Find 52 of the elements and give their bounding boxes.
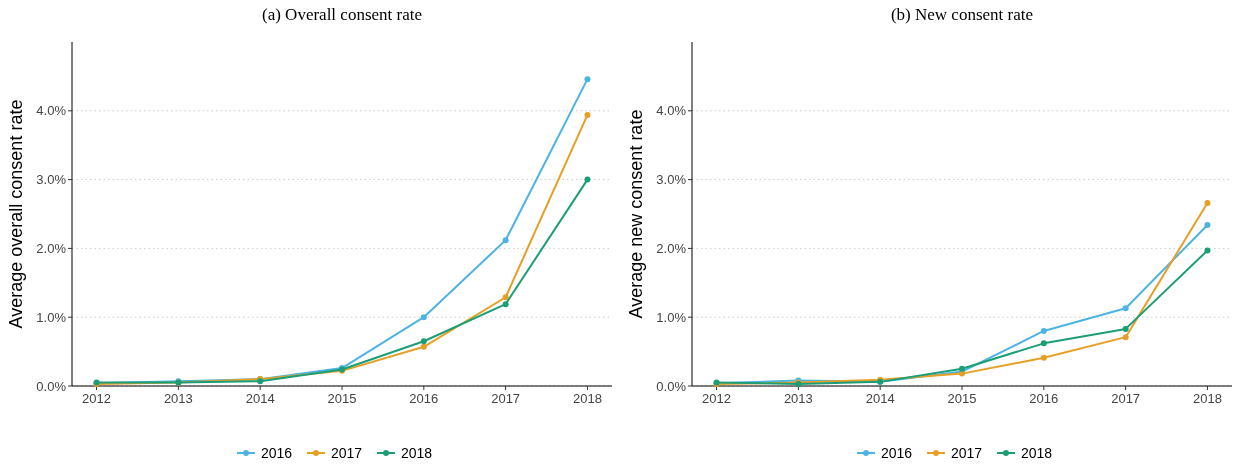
- y-tick-label: 2.0%: [656, 240, 687, 256]
- chart-title: (a) Overall consent rate: [262, 5, 422, 24]
- y-tick-label: 0.0%: [36, 378, 67, 394]
- x-tick-label: 2012: [82, 391, 112, 406]
- x-tick-label: 2015: [327, 391, 357, 406]
- point: [584, 76, 591, 83]
- point: [502, 294, 509, 301]
- point: [1122, 334, 1129, 341]
- x-tick-label: 2016: [409, 391, 439, 406]
- point: [1040, 354, 1047, 361]
- point: [1204, 247, 1211, 254]
- point: [502, 237, 509, 244]
- y-tick-label: 3.0%: [36, 172, 67, 188]
- point: [420, 343, 427, 350]
- x-tick-label: 2013: [163, 391, 193, 406]
- x-tick-label: 2016: [1029, 391, 1059, 406]
- x-tick-label: 2018: [572, 391, 602, 406]
- legend-label: 2018: [1021, 444, 1053, 461]
- y-tick-label: 0.0%: [656, 378, 687, 394]
- y-tick-label: 2.0%: [36, 240, 67, 256]
- point: [1122, 305, 1129, 312]
- point: [1204, 199, 1211, 206]
- legend-label: 2016: [881, 444, 913, 461]
- x-tick-label: 2012: [702, 391, 732, 406]
- y-tick-label: 3.0%: [656, 172, 687, 188]
- y-tick-label: 4.0%: [656, 103, 687, 119]
- legend-label: 2017: [331, 444, 363, 461]
- x-tick-label: 2018: [1192, 391, 1222, 406]
- x-tick-label: 2013: [783, 391, 813, 406]
- y-tick-label: 1.0%: [656, 309, 687, 325]
- x-tick-label: 2014: [245, 391, 275, 406]
- point: [1204, 222, 1211, 229]
- legend-label: 2017: [951, 444, 983, 461]
- x-tick-label: 2014: [865, 391, 895, 406]
- y-axis-title: Average new consent rate: [626, 109, 646, 319]
- legend-label: 2018: [401, 444, 433, 461]
- point: [1040, 340, 1047, 347]
- chart-title: (b) New consent rate: [890, 5, 1034, 24]
- point: [1122, 325, 1129, 332]
- point: [502, 301, 509, 308]
- point: [420, 314, 427, 321]
- x-tick-label: 2015: [947, 391, 977, 406]
- point: [1040, 327, 1047, 334]
- point: [584, 111, 591, 118]
- point: [420, 338, 427, 345]
- point: [584, 176, 591, 183]
- y-tick-label: 4.0%: [36, 103, 67, 119]
- x-tick-label: 2017: [491, 391, 521, 406]
- legend-label: 2016: [261, 444, 293, 461]
- y-axis-title: Average overall consent rate: [6, 99, 26, 329]
- x-tick-label: 2017: [1111, 391, 1141, 406]
- y-tick-label: 1.0%: [36, 309, 67, 325]
